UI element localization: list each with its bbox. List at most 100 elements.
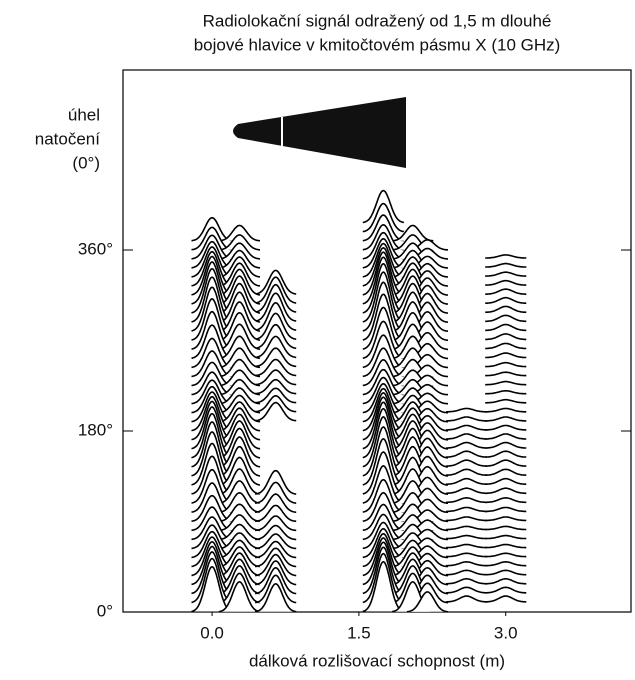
range-profile-trace — [255, 358, 297, 377]
y-axis-label: natočení — [35, 129, 100, 148]
range-profile-trace — [406, 591, 449, 613]
range-profile-trace — [191, 565, 233, 613]
range-profile-trace — [485, 352, 527, 359]
range-profile-trace — [446, 459, 488, 467]
chart-title: bojové hlavice v kmitočtovém pásmu X (10… — [194, 35, 561, 54]
range-profile-trace — [446, 560, 488, 567]
range-profile-trace — [485, 254, 527, 259]
range-profile-trace — [446, 416, 488, 422]
range-profile-trace — [392, 224, 434, 242]
range-profile-trace — [446, 487, 488, 495]
range-profile-trace — [218, 369, 261, 387]
range-profile-trace — [485, 333, 527, 341]
range-profile-trace — [218, 358, 261, 378]
range-profile-trace — [218, 224, 261, 242]
range-profile-trace — [446, 506, 488, 513]
range-profile-trace — [485, 296, 527, 304]
range-profile-trace — [218, 580, 261, 613]
range-profile-trace — [485, 314, 527, 323]
range-profile-trace — [362, 560, 405, 613]
range-profile-trace — [485, 371, 527, 377]
range-profile-trace — [485, 450, 527, 458]
y-axis-label: (0°) — [72, 153, 100, 172]
range-profile-trace — [485, 459, 527, 467]
range-profile-trace — [445, 516, 488, 522]
range-profile-trace — [254, 582, 297, 613]
range-profile-trace — [485, 534, 527, 540]
range-profile-trace — [445, 468, 488, 476]
range-profile-trace — [218, 234, 260, 251]
plot-frame — [122, 69, 632, 613]
range-profile-trace — [445, 407, 488, 413]
range-profile-trace — [446, 477, 488, 485]
range-profile-trace — [446, 578, 488, 585]
range-profile-trace — [446, 433, 488, 440]
range-profile-trace — [445, 534, 488, 540]
range-profile-trace — [485, 525, 527, 531]
range-profile-trace — [485, 416, 527, 422]
range-profile-trace — [218, 491, 261, 513]
range-profile-trace — [218, 378, 260, 396]
range-profile-trace — [255, 515, 297, 532]
range-profile-trace — [485, 441, 527, 449]
range-profile-trace — [218, 347, 261, 369]
range-profile-trace — [485, 288, 527, 295]
range-profile-trace — [485, 262, 527, 268]
range-profile-trace — [446, 441, 488, 449]
x-tick-label: 3.0 — [494, 623, 518, 642]
range-profile-trace — [218, 335, 261, 360]
range-profile-trace — [218, 523, 260, 541]
range-profile-trace — [255, 378, 297, 395]
chart-title: Radiolokační signál odražený od 1,5 m dl… — [203, 11, 552, 30]
x-tick-label: 0.0 — [200, 623, 224, 642]
x-axis-label: dálková rozlišovací schopnost (m) — [249, 651, 505, 670]
range-profile-trace — [446, 496, 488, 504]
range-profile-trace — [485, 390, 527, 395]
range-profile-trace — [485, 468, 527, 476]
range-profile-trace — [485, 433, 527, 440]
range-profile-trace — [446, 424, 488, 431]
range-profile-trace — [218, 514, 261, 532]
range-profile-trace — [446, 525, 488, 531]
range-profile-trace — [485, 543, 527, 549]
range-profile-trace — [485, 342, 527, 350]
range-profile-trace — [485, 578, 527, 585]
range-profile-trace — [255, 493, 297, 513]
range-profile-trace — [485, 361, 527, 368]
x-tick-label: 1.5 — [347, 623, 371, 642]
range-profile-trace — [485, 516, 527, 522]
range-profile-trace — [485, 424, 527, 431]
range-profile-trace — [255, 347, 297, 368]
range-profile-trace — [485, 595, 527, 603]
range-profile-trace — [485, 496, 527, 504]
range-profile-trace — [485, 487, 527, 495]
range-profile-trace — [485, 506, 527, 513]
range-profile-trace — [446, 569, 488, 576]
range-profile-trace — [446, 543, 488, 549]
range-profile-trace — [445, 595, 488, 603]
range-profile-trace — [255, 369, 297, 386]
range-profile-trace — [255, 524, 297, 541]
y-axis-label: úhel — [68, 105, 100, 124]
range-profile-trace — [485, 279, 527, 286]
range-profile-trace — [255, 481, 297, 504]
warhead-icon — [233, 97, 406, 168]
y-tick-label: 0° — [97, 601, 113, 620]
range-profile-trace — [255, 504, 297, 523]
y-tick-label: 180° — [78, 420, 113, 439]
range-profile-trace — [445, 552, 488, 558]
range-profile-trace — [485, 477, 527, 485]
range-profile-trace — [485, 560, 527, 567]
range-profile-trace — [485, 271, 527, 277]
range-profile-trace — [485, 305, 527, 314]
y-tick-label: 360° — [78, 239, 113, 258]
range-profile-trace — [485, 398, 527, 404]
range-profile-trace — [255, 401, 297, 422]
range-profile-trace — [446, 586, 488, 594]
range-profile-trace — [445, 450, 488, 458]
range-profile-trace — [485, 586, 527, 594]
range-profile-trace — [218, 503, 261, 523]
range-profile-trace — [485, 407, 527, 413]
